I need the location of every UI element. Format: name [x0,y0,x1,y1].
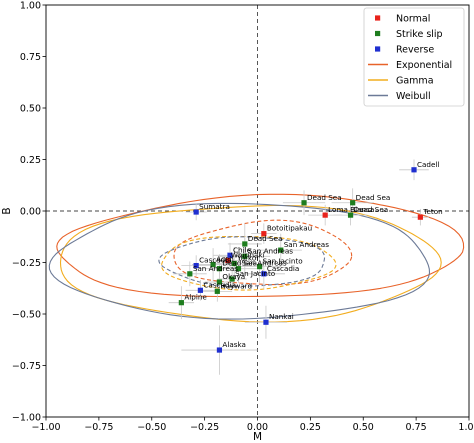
x-tick-label: −0.25 [190,422,219,433]
point-label: Dead Sea [222,259,257,268]
legend-marker-reverse [375,46,381,52]
legend-label-normal: Normal [396,13,430,24]
reference-lines [46,5,469,417]
y-tick-label: −1.00 [12,412,41,423]
point-reverse [197,287,203,293]
y-tick-label: 0.25 [20,155,41,166]
point-label: Dead Sea [354,205,389,214]
y-tick-label: 0.75 [20,52,41,63]
point-label: Cascadia [267,264,300,273]
contour-weibull-solid [48,202,431,320]
legend-marker-strike-slip [375,30,381,37]
legend: Normal Strike slip Reverse Exponential Gamma… [363,7,465,107]
point-strike-slip [210,261,216,268]
contour-weibull-dashed [158,236,326,287]
point-label: Loma Blanca [328,205,374,214]
x-axis-label: M [253,431,262,443]
point-label: Okaya [222,272,245,281]
x-tick-label: −0.75 [84,422,113,433]
legend-label-exponential: Exponential [396,60,452,71]
point-strike-slip [216,266,223,272]
point-reverse [193,262,199,269]
point-label: Botoitipakau [267,224,312,233]
legend-label-gamma: Gamma [396,75,434,86]
point-reverse [193,209,199,215]
y-tick-label: −0.25 [12,258,41,269]
point-label: San Andreas [241,259,286,268]
y-tick-label: −0.75 [12,361,41,372]
point-label: Teton [422,207,442,216]
y-tick-label: 0.50 [20,103,41,114]
y-tick-label: 1.00 [20,0,41,11]
contour-exponential-dashed [173,219,353,286]
point-label: Dead Sea [307,193,342,202]
point-reverse [227,252,233,258]
point-normal [417,214,423,220]
y-axis-label: B [1,207,13,214]
point-label: San Andreas [284,240,329,249]
point-strike-slip [229,276,235,282]
point-label: Dead Sea [248,234,283,243]
point-label: Chile [233,245,252,254]
point-strike-slip [278,247,284,253]
data-points [178,167,423,353]
legend-marker-normal [375,15,381,21]
point-label: Alaska [222,340,246,349]
legend-label-reverse: Reverse [396,44,434,55]
point-strike-slip [214,288,220,294]
point-reverse [216,347,223,353]
point-strike-slip [350,200,356,206]
point-label: San Jacinto [235,269,275,278]
point-reverse [261,271,267,277]
axes: −1.00 −0.75 −0.50 −0.25 0.00 0.25 0.50 0.75 1.00… [12,0,474,433]
x-tick-label: 0.50 [353,422,374,433]
point-normal [322,212,328,218]
x-tick-label: 0.00 [247,422,268,433]
legend-box [363,7,465,107]
point-normal [225,257,231,264]
point-label: Dead Sea [356,193,391,202]
point-strike-slip [187,271,193,277]
point-strike-slip [301,200,307,206]
y-tick-label: −0.50 [12,309,41,320]
contour-gamma-dashed [161,235,337,291]
point-label: San Andreas [248,246,293,255]
point-label: Whirinaki [231,250,265,259]
point-label: Yorkor [236,254,259,263]
x-tick-label: 1.00 [458,422,474,433]
point-label: San Jacinto [263,257,303,266]
point-strike-slip [216,279,223,285]
point-strike-slip [242,253,248,259]
legend-label-strike-slip: Strike slip [396,29,443,40]
point-reverse [263,319,269,325]
x-tick-label: 0.75 [406,422,427,433]
contour-gamma-solid [59,204,442,323]
point-strike-slip [347,212,354,218]
point-label: Aceh [216,255,234,264]
point-strike-slip [257,264,263,270]
x-tick-label: −1.00 [31,422,60,433]
point-label: Cascadia [199,256,232,265]
point-label: San Andreas [193,264,238,273]
point-label: Cascadia [203,280,236,289]
legend-label-weibull: Weibull [396,91,431,102]
point-label: Sumatra [199,202,230,211]
y-tick-label: 0.00 [20,206,41,217]
point-strike-slip [242,241,248,247]
x-tick-label: −0.50 [137,422,166,433]
point-label: Hayward [220,281,252,290]
point-label: Nankai [269,312,294,321]
point-strike-slip [178,300,184,306]
point-normal [261,231,267,237]
point-label: Alpine [184,293,207,302]
point-reverse [411,167,417,173]
point-strike-slip [231,260,237,267]
x-tick-label: 0.25 [300,422,321,433]
point-strike-slip [235,266,242,272]
distribution-contours [48,193,465,323]
point-label: Cadell [417,160,439,169]
